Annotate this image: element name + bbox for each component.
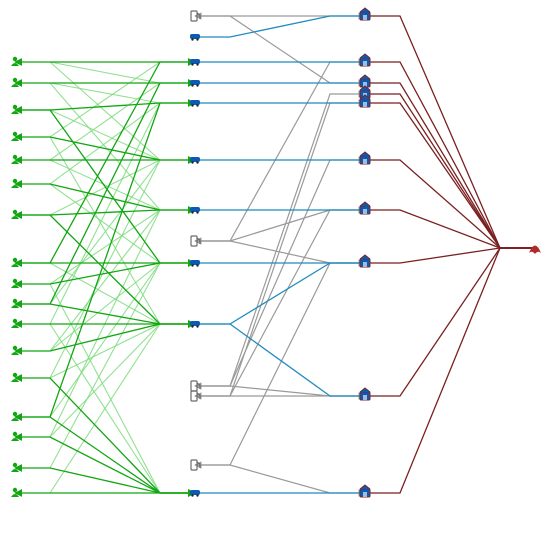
edge (195, 324, 365, 396)
edge (15, 437, 195, 493)
node-depot (360, 485, 370, 497)
edge (15, 62, 195, 137)
edge (15, 83, 195, 210)
edge (15, 160, 195, 304)
edge (15, 263, 195, 417)
node-car (190, 321, 200, 328)
edge (365, 94, 535, 248)
edge (195, 210, 365, 241)
node-depot (360, 54, 370, 66)
edge (195, 386, 365, 396)
edge (195, 210, 365, 396)
edge (15, 324, 195, 351)
network-diagram (0, 0, 554, 554)
node-car (190, 157, 200, 164)
edge (365, 248, 535, 396)
edge (15, 417, 195, 493)
edge (195, 16, 365, 37)
edge (195, 465, 365, 493)
node-car (190, 207, 200, 214)
edge (195, 94, 365, 386)
edge (15, 62, 195, 83)
edge (365, 83, 535, 248)
node-depot (360, 8, 370, 20)
edge (15, 103, 195, 184)
edge (365, 16, 535, 248)
edge (15, 103, 195, 110)
node-car (190, 34, 200, 41)
edge (365, 160, 535, 248)
node-sink (529, 246, 541, 255)
node-car (190, 80, 200, 87)
edge (15, 378, 195, 493)
node-depot (360, 388, 370, 400)
edge (15, 160, 195, 210)
node-car (190, 490, 200, 497)
edge (365, 210, 535, 248)
node-depot (360, 75, 370, 87)
edge (15, 184, 195, 263)
node-car (190, 260, 200, 267)
node-depot (360, 202, 370, 214)
edge (15, 83, 195, 304)
node-depot (360, 255, 370, 267)
edge (15, 284, 195, 493)
edge (365, 103, 535, 248)
edge (195, 160, 365, 386)
edge (195, 62, 365, 241)
edge (15, 137, 195, 324)
edge (15, 103, 195, 324)
edge (15, 263, 195, 324)
node-car (190, 100, 200, 107)
edge (15, 137, 195, 160)
edge (365, 62, 535, 248)
edge (15, 110, 195, 263)
edge (365, 248, 535, 263)
node-depot (360, 152, 370, 164)
edge (365, 248, 535, 493)
edge (15, 62, 195, 160)
edge (15, 468, 195, 493)
node-car (190, 59, 200, 66)
edge (195, 241, 365, 263)
edge (195, 103, 365, 396)
edge (15, 103, 195, 417)
edge (15, 324, 195, 437)
edge (15, 110, 195, 160)
